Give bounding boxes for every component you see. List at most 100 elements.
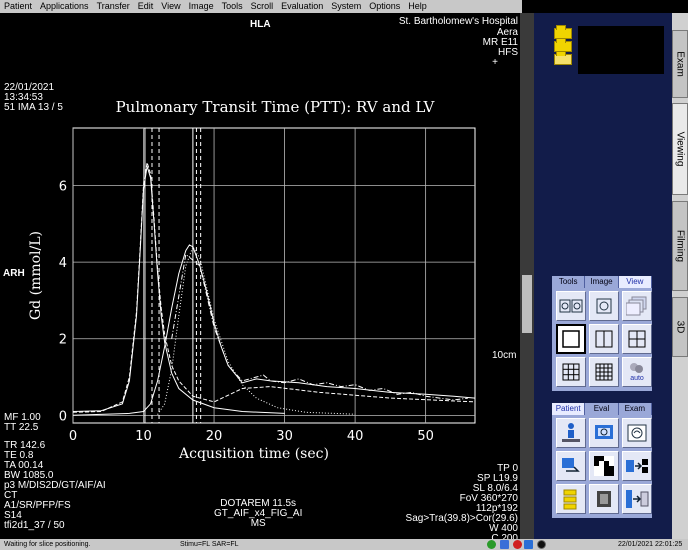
geometry-info: TP 0 SP L19.9 SL 8.0/6.4 FoV 360*270 112p*19… bbox=[405, 463, 518, 540]
printer-status-icon[interactable] bbox=[513, 540, 522, 549]
tab-viewing[interactable]: Viewing bbox=[672, 103, 688, 195]
menu-image[interactable]: Image bbox=[188, 1, 214, 11]
menu-applications[interactable]: Applications bbox=[40, 1, 89, 11]
tab-tools[interactable]: Tools bbox=[552, 276, 586, 288]
x-axis-label: Acqusition time (sec) bbox=[178, 446, 329, 462]
geometry-line: SL 8.0/6.4 bbox=[472, 483, 518, 494]
y-axis-label: Gd (mmol/L) bbox=[28, 231, 44, 320]
single-view-icon[interactable] bbox=[589, 291, 619, 321]
menu-scroll[interactable]: Scroll bbox=[250, 1, 274, 11]
queue-status-icon[interactable] bbox=[524, 540, 533, 549]
view-tools-group: Tools Image View bbox=[552, 276, 652, 391]
study-date: 22/01/2021 bbox=[4, 82, 55, 93]
tab-exam-label: Exam bbox=[674, 51, 686, 77]
sequence-parameter: TA 00.14 bbox=[4, 460, 44, 471]
contrast-line: DOTAREM 11.5s bbox=[220, 498, 297, 509]
chart-title: Pulmonary Transit Time (PTT): RV and LV bbox=[116, 98, 436, 116]
tab-eval[interactable]: Eval bbox=[585, 403, 619, 415]
tab-viewing-label: Viewing bbox=[674, 131, 686, 167]
menu-evaluation[interactable]: Evaluation bbox=[281, 1, 324, 11]
tab-exam[interactable]: Exam bbox=[619, 403, 652, 415]
tab-3d-label: 3D bbox=[674, 320, 686, 334]
sequence-parameter: CT bbox=[4, 490, 18, 501]
contrast-info: DOTAREM 11.5s GT_AIF_x4_FIG_AI MS bbox=[214, 499, 302, 529]
control-panel: Tools Image View bbox=[534, 13, 672, 539]
menu-help[interactable]: Help bbox=[408, 1, 427, 11]
side-label: ARH bbox=[3, 268, 25, 279]
x-tick-label: 40 bbox=[347, 429, 364, 444]
layout-1x2-icon[interactable] bbox=[589, 324, 619, 354]
status-message: Waiting for slice positioning. bbox=[4, 541, 91, 548]
status-sar: Stimu=FL SAR=FL bbox=[180, 541, 239, 548]
series-line-3 bbox=[157, 245, 356, 415]
x-tick-label: 10 bbox=[135, 429, 152, 444]
scanner-name: Aera bbox=[496, 27, 518, 38]
patient-tools-group: Patient Eval Exam bbox=[552, 403, 652, 518]
sequence-parameter: A1/SR/PFP/FS bbox=[4, 500, 71, 511]
series-line-4 bbox=[72, 244, 476, 416]
geometry-line: FoV 360*270 bbox=[459, 493, 518, 504]
patient-view-icon[interactable] bbox=[622, 418, 652, 448]
power-icon[interactable] bbox=[537, 540, 546, 549]
y-tick-label: 2 bbox=[59, 333, 67, 348]
status-bar: Waiting for slice positioning. Stimu=FL … bbox=[0, 539, 688, 550]
folder-list-icon[interactable] bbox=[556, 484, 586, 514]
menu-transfer[interactable]: Transfer bbox=[96, 1, 130, 11]
layout-3x3-icon[interactable] bbox=[556, 357, 586, 387]
layout-4x4-icon[interactable] bbox=[589, 357, 619, 387]
plus-marker: + bbox=[492, 57, 498, 68]
y-tick-label: 6 bbox=[59, 179, 67, 194]
mf-value: MF 1.00 bbox=[4, 412, 41, 423]
checkerboard-icon[interactable] bbox=[589, 451, 619, 481]
x-tick-label: 20 bbox=[206, 429, 223, 444]
tab-filming-label: Filming bbox=[674, 229, 686, 263]
open-folder-icon[interactable] bbox=[554, 51, 572, 65]
scroll-thumb[interactable] bbox=[522, 275, 532, 333]
send-icon[interactable] bbox=[622, 484, 652, 514]
menu-system[interactable]: System bbox=[331, 1, 362, 11]
x-tick-label: 50 bbox=[417, 429, 434, 444]
x-tick-label: 30 bbox=[276, 429, 293, 444]
sequence-parameter: S14 bbox=[4, 510, 22, 521]
x-tick-label: 0 bbox=[69, 429, 77, 444]
archive-icon[interactable] bbox=[589, 484, 619, 514]
contrast-line: MS bbox=[250, 518, 266, 529]
scanner-status-icon[interactable] bbox=[500, 540, 509, 549]
layout-1x1-icon[interactable] bbox=[556, 324, 586, 354]
y-tick-label: 0 bbox=[59, 409, 67, 424]
tt-value: TT 22.5 bbox=[4, 422, 39, 433]
tab-filming[interactable]: Filming bbox=[672, 201, 688, 291]
stack-view-icon[interactable] bbox=[622, 291, 652, 321]
auto-layout-button[interactable]: auto bbox=[622, 357, 652, 387]
geometry-line: SP L19.9 bbox=[477, 473, 518, 484]
tab-patient[interactable]: Patient bbox=[552, 403, 586, 415]
tab-view[interactable]: View bbox=[618, 276, 652, 288]
menu-edit[interactable]: Edit bbox=[137, 1, 154, 11]
image-number: 51 IMA 13 / 5 bbox=[4, 102, 63, 113]
orientation-label: HLA bbox=[250, 19, 271, 30]
menu-tools[interactable]: Tools bbox=[221, 1, 243, 11]
transfer-icon[interactable] bbox=[556, 451, 586, 481]
viewport-scrollbar[interactable] bbox=[520, 13, 534, 539]
menu-options[interactable]: Options bbox=[369, 1, 401, 11]
tab-image[interactable]: Image bbox=[585, 276, 619, 288]
patient-browser-icon[interactable] bbox=[589, 418, 619, 448]
image-viewport[interactable]: HLA St. Bartholomew's Hospital Aera MR E… bbox=[0, 13, 522, 539]
sequence-parameter: TE 0.8 bbox=[4, 450, 34, 461]
tab-exam[interactable]: Exam bbox=[672, 30, 688, 98]
series-forward-icon[interactable] bbox=[622, 451, 652, 481]
image-thumbnail[interactable] bbox=[578, 26, 664, 74]
geometry-line: TP 0 bbox=[497, 463, 518, 474]
double-view-icon[interactable] bbox=[556, 291, 586, 321]
network-status-icon[interactable] bbox=[487, 540, 496, 549]
auto-label: auto bbox=[630, 375, 644, 382]
menu-bar: Patient Applications Transfer Edit View Image… bbox=[0, 0, 522, 13]
layout-2x2-icon[interactable] bbox=[622, 324, 652, 354]
menu-view[interactable]: View bbox=[161, 1, 181, 11]
geometry-line: Sag>Tra(39.8)>Cor(29.6) bbox=[405, 513, 518, 524]
geometry-line: W 400 bbox=[489, 523, 518, 534]
tab-3d[interactable]: 3D bbox=[672, 297, 688, 357]
menu-patient[interactable]: Patient bbox=[4, 1, 33, 11]
patient-register-icon[interactable] bbox=[556, 418, 586, 448]
sequence-parameter: tfi2d1_37 / 50 bbox=[4, 520, 65, 531]
